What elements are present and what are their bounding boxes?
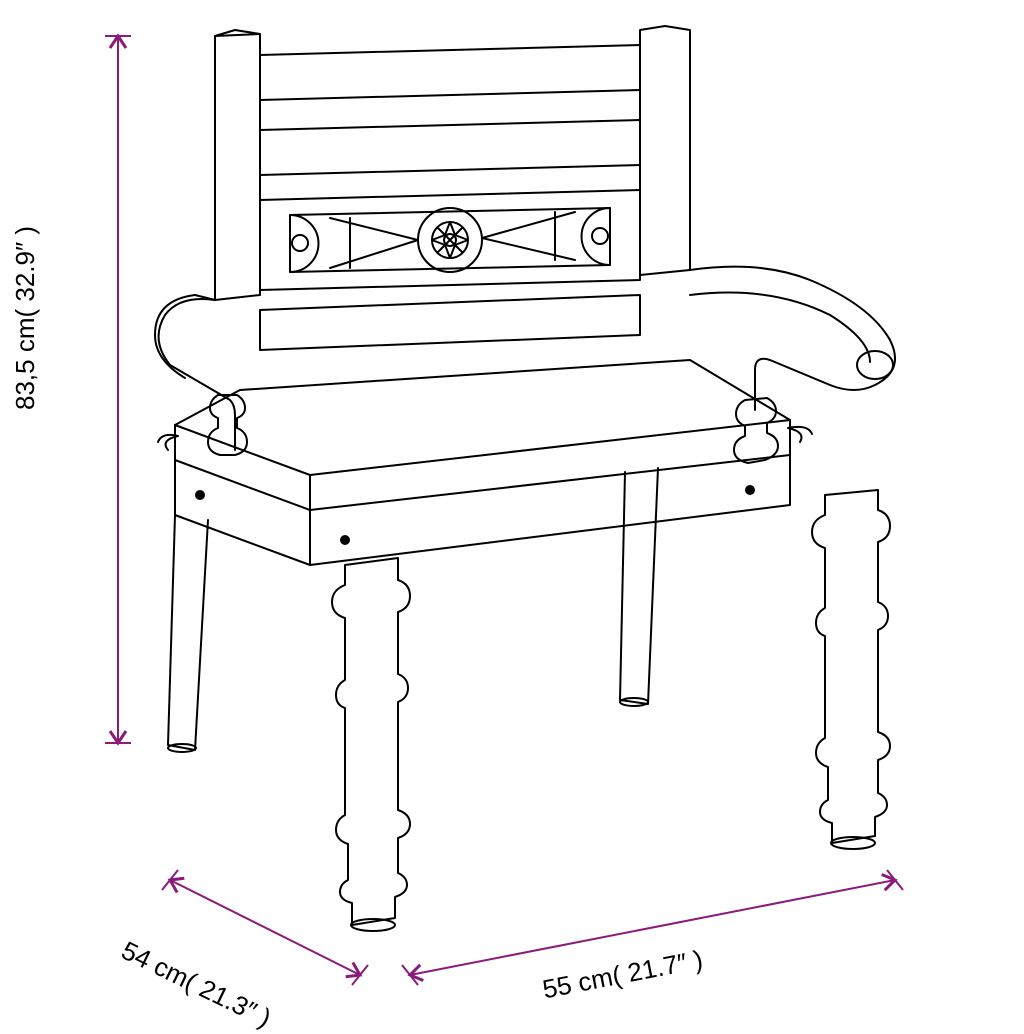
- dimension-lines: [105, 36, 903, 985]
- dimension-diagram: 83,5 cm( 32.9″ ) 54 cm( 21.3″ ) 55 cm( 2…: [0, 0, 1024, 1024]
- height-dimension-label: 83,5 cm( 32.9″ ): [10, 226, 41, 410]
- chair-drawing-svg: [0, 0, 1024, 1024]
- chair-outline: [155, 26, 895, 931]
- height-cm: 83,5: [10, 359, 40, 410]
- height-inches: 32.9: [10, 251, 40, 302]
- width-cm: 55: [540, 969, 574, 1004]
